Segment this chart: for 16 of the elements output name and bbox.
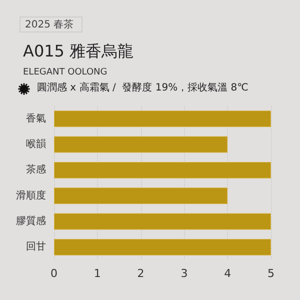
- x-tick-label: 5: [268, 267, 274, 280]
- y-tick-label: 喉韻: [26, 138, 46, 150]
- text: 2025 春茶: [25, 18, 74, 30]
- x-tick-label: 0: [50, 267, 58, 280]
- y-tick-label: 香氣: [26, 112, 46, 124]
- x-tick-label: 1: [94, 267, 101, 280]
- chart-subtitle: ELEGANT OOLONG: [23, 68, 108, 78]
- y-tick-label: 膠質感: [16, 215, 46, 227]
- x-tick-label: 3: [180, 267, 188, 280]
- chart-title: A015 雅香烏龍: [23, 42, 134, 60]
- x-tick-label: 2: [137, 267, 144, 280]
- y-tick-label: 滑順度: [16, 189, 46, 202]
- text: 圓潤感 x 高霜氣 / 發酵度 19%，採收氣溫 8℃: [37, 82, 248, 94]
- y-tick-label: 茶感: [26, 164, 46, 176]
- y-tick-label: 回甘: [26, 240, 46, 253]
- x-tick-label: 4: [224, 267, 232, 280]
